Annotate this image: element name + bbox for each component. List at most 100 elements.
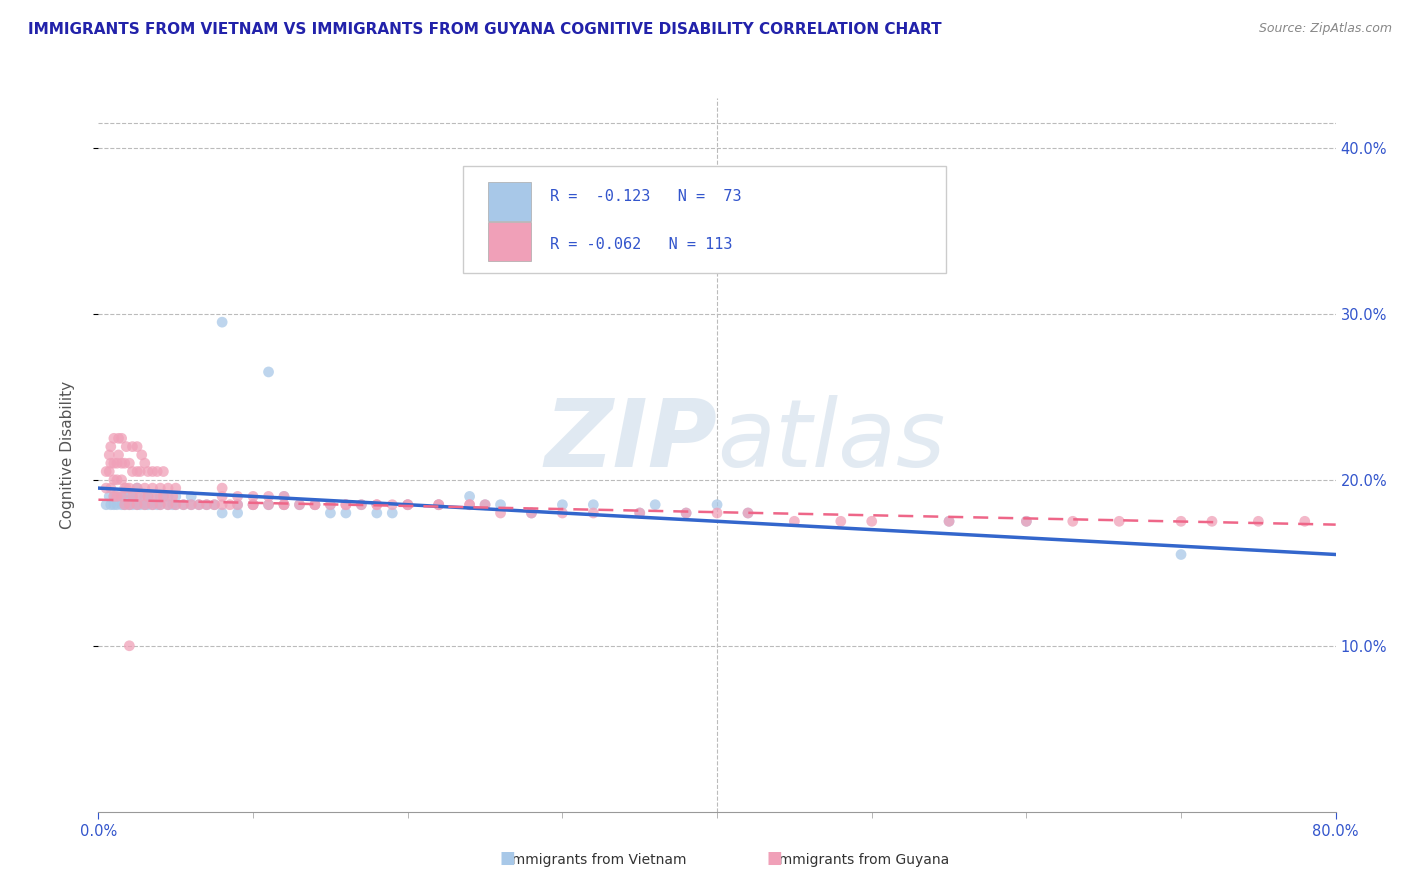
Point [366,498,388,512]
Point [103,498,125,512]
Point [127,490,149,504]
Point [149,490,172,504]
Point [737,506,759,520]
Point [1170,514,1192,528]
Point [188,498,211,512]
Point [458,498,481,512]
Point [396,498,419,512]
Point [273,498,295,512]
Point [474,498,496,512]
Point [103,473,125,487]
Point [114,498,136,512]
Point [157,481,180,495]
Point [165,490,187,504]
Point [142,498,165,512]
Point [127,481,149,495]
Point [520,506,543,520]
Point [149,481,172,495]
Point [100,498,122,512]
Point [304,498,326,512]
Point [127,465,149,479]
Point [152,465,174,479]
Point [582,506,605,520]
Point [242,498,264,512]
Point [121,490,143,504]
Point [121,498,143,512]
Point [127,498,149,512]
Point [105,490,128,504]
Point [335,506,357,520]
Point [551,506,574,520]
Point [96,498,118,512]
Point [121,465,143,479]
Point [142,465,165,479]
Point [149,498,172,512]
FancyBboxPatch shape [464,166,946,273]
Point [938,514,960,528]
Point [134,456,156,470]
Point [100,456,122,470]
Point [350,498,373,512]
Point [111,498,134,512]
Point [1201,514,1223,528]
Point [783,514,806,528]
Point [98,490,121,504]
Point [105,490,128,504]
Point [103,456,125,470]
Text: R =  -0.123   N =  73: R = -0.123 N = 73 [550,189,741,204]
Point [173,498,195,512]
Point [319,498,342,512]
Point [319,498,342,512]
Point [115,440,138,454]
Point [157,498,180,512]
Point [211,315,233,329]
Point [96,481,118,495]
Point [146,498,169,512]
Point [350,498,373,512]
Point [226,490,249,504]
Point [288,498,311,512]
Point [127,481,149,495]
Point [105,456,128,470]
Point [226,506,249,520]
Point [458,498,481,512]
Point [134,498,156,512]
Point [219,498,242,512]
Point [107,431,129,445]
Text: ■: ■ [499,849,515,867]
Point [127,440,149,454]
Point [628,506,651,520]
Point [396,498,419,512]
Point [211,498,233,512]
Point [242,498,264,512]
Point [1170,548,1192,562]
Text: Immigrants from Guyana: Immigrants from Guyana [766,853,949,867]
Point [180,498,202,512]
Text: IMMIGRANTS FROM VIETNAM VS IMMIGRANTS FROM GUYANA COGNITIVE DISABILITY CORRELATI: IMMIGRANTS FROM VIETNAM VS IMMIGRANTS FR… [28,22,942,37]
Point [111,490,134,504]
Point [644,498,666,512]
Point [675,506,697,520]
Point [396,498,419,512]
Point [257,498,280,512]
Point [211,490,233,504]
Point [737,506,759,520]
Point [195,498,218,512]
Point [118,498,141,512]
Point [335,498,357,512]
Point [103,431,125,445]
Point [520,506,543,520]
Point [173,498,195,512]
Text: Source: ZipAtlas.com: Source: ZipAtlas.com [1258,22,1392,36]
Point [706,506,728,520]
Point [257,365,280,379]
Y-axis label: Cognitive Disability: Cognitive Disability [60,381,75,529]
Point [273,498,295,512]
Point [152,490,174,504]
Point [288,498,311,512]
Point [100,481,122,495]
Point [165,498,187,512]
Point [134,481,156,495]
Point [103,490,125,504]
Point [257,498,280,512]
